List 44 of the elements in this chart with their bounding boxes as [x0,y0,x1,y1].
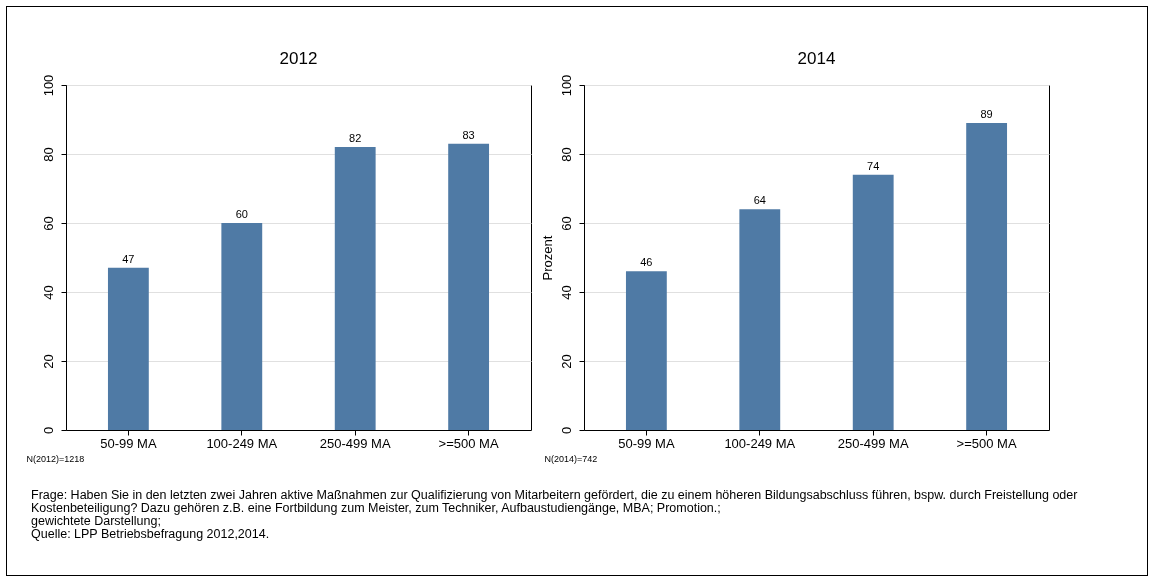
y-tick-label: 20 [558,354,574,369]
x-tick-label: >=500 MA [438,435,499,451]
y-tick-label: 100 [40,74,56,97]
bar [221,223,263,430]
y-tick-label: 60 [558,216,574,231]
chart-title: 2014 [797,49,836,69]
bar [448,143,490,430]
chart-title: 2012 [279,49,318,69]
x-tick-label: 50-99 MA [100,435,157,451]
text: N(2012)=1218 [26,453,85,464]
y-tick-label: 20 [40,354,56,369]
data-label: 89 [980,107,993,120]
y-tick-label: 100 [558,74,574,97]
x-tick-label: 250-499 MA [319,435,391,451]
bar [107,267,149,430]
x-tick-label: >=500 MA [956,435,1017,451]
data-label: 60 [235,208,248,220]
text: Frage: Haben Sie in den letzten zwei Jahren aktive Maßnahmen zur Qualifizierung von Mitarbeitern gefördert, die zu einem höheren Bildungsabschluss führen, bspw. durch Freistellung oder Kostenbeteiligung? Dazu gehören z.B. eine Fortbildung zum Meister, zum Techniker, Aufbaustudiengänge, MBA; Promotion.; [31,488,1079,515]
data-label: 47 [122,252,135,265]
x-tick-label: 250-499 MA [837,435,909,451]
x-tick-label: 100-249 MA [206,435,278,451]
y-tick-label: 40 [558,285,574,300]
y-tick-label: 0 [40,426,56,435]
text: N(2014)=742 [544,453,598,464]
data-label: 46 [640,256,653,269]
source-note: Quelle: LPP Betriebsbefragung 2012,2014. [31,527,271,541]
y-tick-label: 40 [40,285,56,300]
data-label: 82 [349,132,362,145]
data-label: 64 [753,194,766,207]
data-label: 83 [462,128,475,141]
x-tick-label: 100-249 MA [724,435,796,451]
y-tick-label: 0 [558,426,574,435]
bar [625,271,667,430]
y-axis-title: Prozent [539,235,555,281]
data-label: 74 [867,159,880,172]
x-tick-label: 50-99 MA [618,435,675,451]
bar [334,147,376,430]
bar [966,122,1008,430]
y-tick-label: 60 [40,216,56,231]
text: gewichtete Darstellung; [31,514,161,528]
bar [739,209,781,430]
y-tick-label: 80 [558,147,574,162]
bar [852,174,894,430]
y-tick-label: 80 [40,147,56,162]
